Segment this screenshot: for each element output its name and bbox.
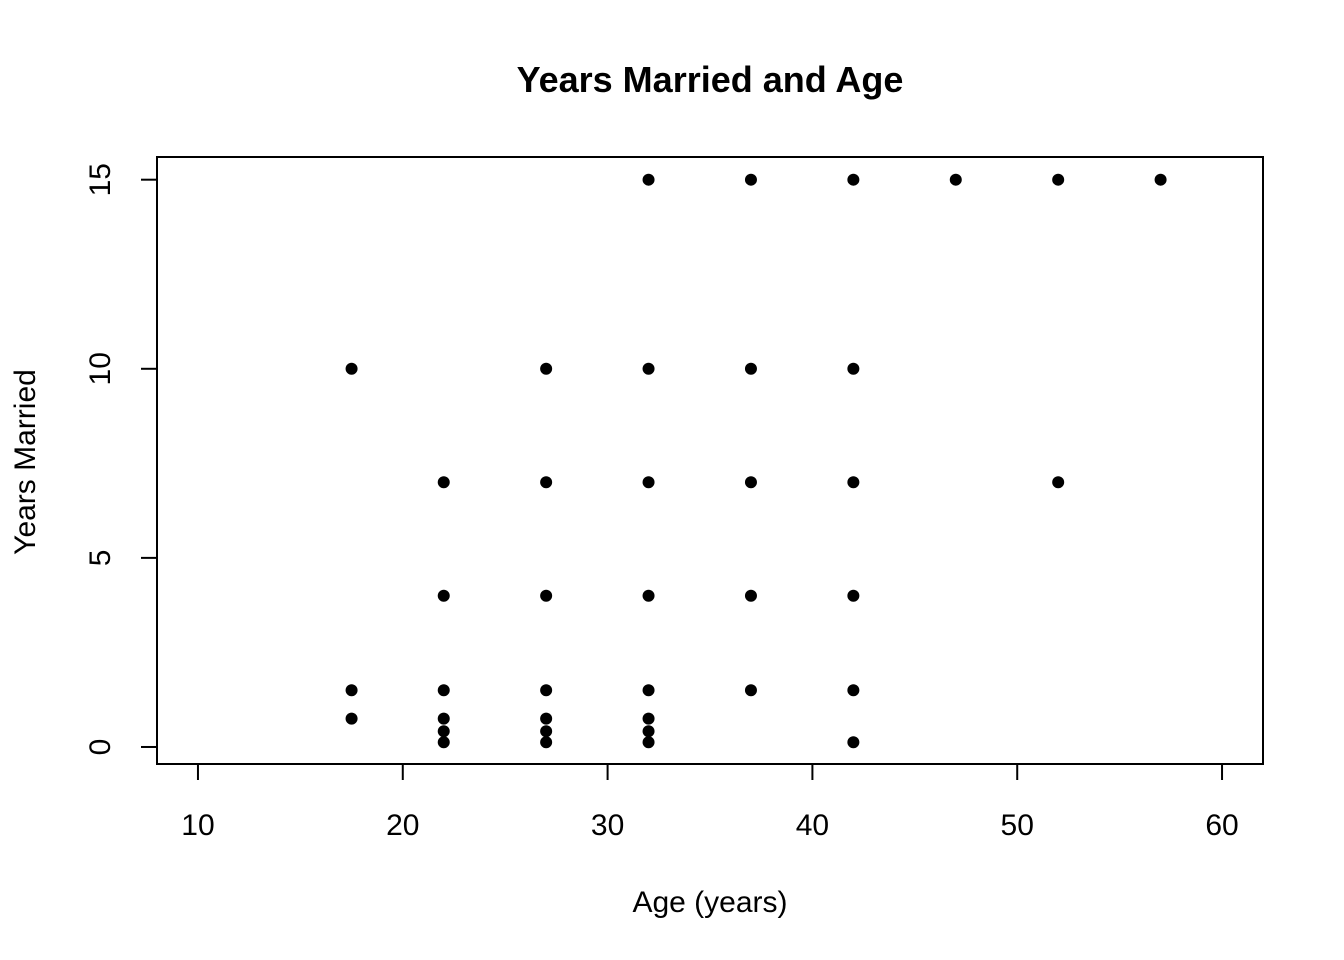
data-point <box>847 684 860 697</box>
data-point <box>540 736 553 749</box>
data-point <box>1154 173 1167 186</box>
data-point <box>540 684 553 697</box>
plot-area <box>156 156 1264 765</box>
y-tick-label: 5 <box>84 550 117 567</box>
x-tick-label: 40 <box>796 809 829 842</box>
data-point <box>1052 476 1065 489</box>
data-points <box>345 173 1167 749</box>
data-point <box>847 589 860 602</box>
data-point <box>437 725 450 738</box>
data-point <box>744 362 757 375</box>
y-axis-label: Years Married <box>9 369 42 555</box>
data-point <box>345 362 358 375</box>
x-tick-label: 10 <box>181 809 214 842</box>
data-point <box>345 712 358 725</box>
data-point <box>540 362 553 375</box>
data-point <box>847 173 860 186</box>
data-point <box>642 476 655 489</box>
data-point <box>540 476 553 489</box>
data-point <box>642 362 655 375</box>
data-point <box>345 684 358 697</box>
data-point <box>1052 173 1065 186</box>
data-point <box>642 173 655 186</box>
data-point <box>642 725 655 738</box>
x-tick-label: 50 <box>1001 809 1034 842</box>
data-point <box>847 736 860 749</box>
y-tick-label: 15 <box>84 163 117 196</box>
y-tick-label: 0 <box>84 739 117 756</box>
y-axis: 0 5 10 15 <box>84 163 158 756</box>
x-tick-label: 30 <box>591 809 624 842</box>
data-point <box>437 476 450 489</box>
x-axis-label: Age (years) <box>632 886 787 919</box>
data-point <box>744 476 757 489</box>
data-point <box>437 712 450 725</box>
data-point <box>540 589 553 602</box>
data-point <box>642 736 655 749</box>
data-point <box>744 173 757 186</box>
data-point <box>744 589 757 602</box>
data-point <box>437 736 450 749</box>
x-tick-label: 60 <box>1205 809 1238 842</box>
data-point <box>540 712 553 725</box>
data-point <box>847 362 860 375</box>
data-point <box>744 684 757 697</box>
data-point <box>642 589 655 602</box>
chart-title: Years Married and Age <box>517 59 904 100</box>
y-tick-label: 10 <box>84 352 117 385</box>
data-point <box>437 589 450 602</box>
data-point <box>642 684 655 697</box>
data-point <box>437 684 450 697</box>
x-axis: 10 20 30 40 50 60 <box>181 763 1239 842</box>
data-point <box>540 725 553 738</box>
data-point <box>642 712 655 725</box>
data-point <box>847 476 860 489</box>
x-tick-label: 20 <box>386 809 419 842</box>
data-point <box>949 173 962 186</box>
